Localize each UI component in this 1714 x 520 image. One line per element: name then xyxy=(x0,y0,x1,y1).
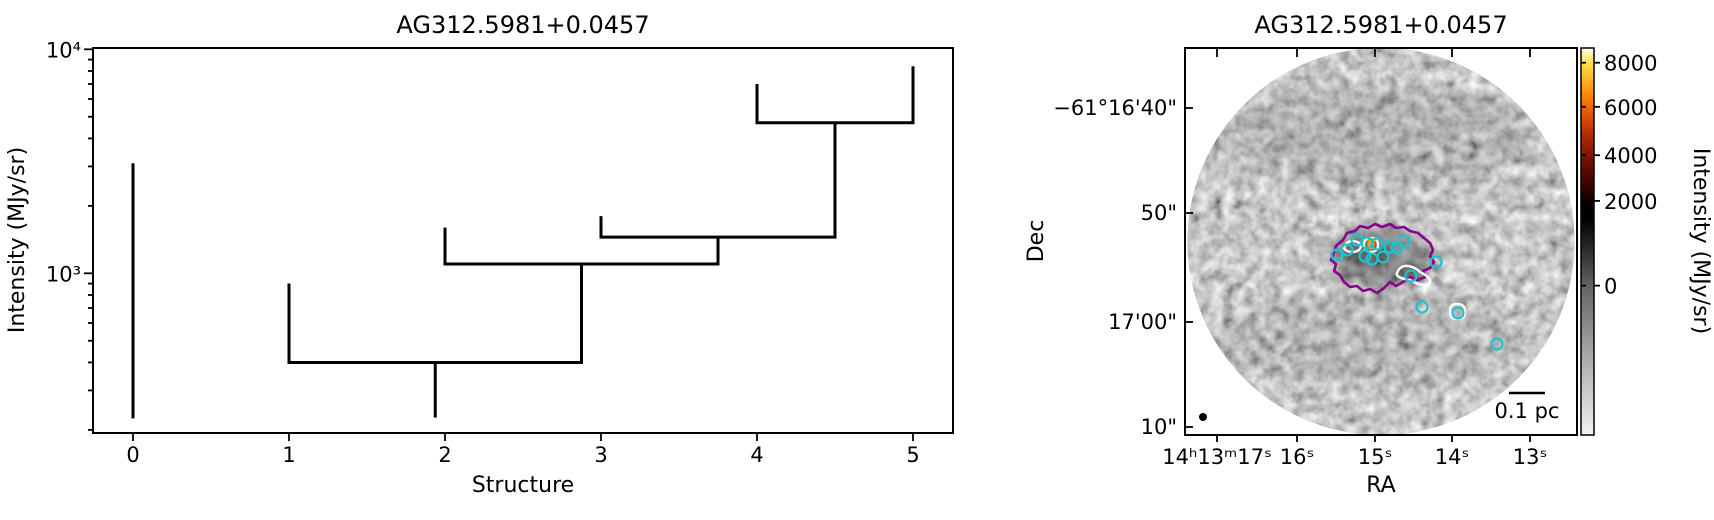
colorbar: 8000 6000 4000 2000 0 Intensity (MJy/sr) xyxy=(1580,47,1713,436)
beam-ellipse xyxy=(1199,413,1207,421)
dark-cloud-band-bottom xyxy=(1220,292,1520,388)
core-contour-d xyxy=(1448,302,1467,321)
right-x-tick-label: 16ˢ xyxy=(1280,445,1315,469)
right-yaxis-label: Dec xyxy=(1024,220,1049,263)
left-x-tick-label: 5 xyxy=(906,443,919,467)
left-y-tick-label: 10⁴ xyxy=(46,38,81,62)
dendrogram-panel: 0 1 2 3 4 5 10³ 10⁴ AG312.5981+0.0457 Structure… xyxy=(5,11,954,498)
right-x-tick-label: 14ˢ xyxy=(1435,445,1470,469)
core-contour-c xyxy=(1395,264,1432,287)
right-xaxis-label: RA xyxy=(1366,473,1395,498)
right-x-tick-label: 13ˢ xyxy=(1513,445,1548,469)
compact-source-marker xyxy=(1370,237,1384,251)
right-y-tick-label: 10" xyxy=(1141,415,1177,439)
compact-source-marker xyxy=(1404,269,1418,283)
colorbar-tick-label: 0 xyxy=(1604,275,1617,299)
compact-source-marker xyxy=(1451,306,1465,320)
sky-image xyxy=(1187,48,1575,435)
right-y-tick-label: 17'00" xyxy=(1108,310,1177,334)
compact-source-marker xyxy=(1376,250,1390,264)
compact-source-marker xyxy=(1415,300,1429,314)
core-contour-a xyxy=(1342,239,1363,254)
dendrogram-lines xyxy=(131,66,915,419)
right-y-tick-label: 50" xyxy=(1141,201,1177,225)
dark-cloud-band-top xyxy=(1226,85,1536,185)
colorbar-label: Intensity (MJy/sr) xyxy=(1688,148,1713,334)
left-x-tick-label: 0 xyxy=(126,443,139,467)
compact-source-marker xyxy=(1340,243,1354,257)
left-axis-ticks: 0 1 2 3 4 5 10³ 10⁴ xyxy=(46,38,920,467)
compact-source-marker xyxy=(1358,249,1372,263)
right-x-tick-label: 15ˢ xyxy=(1358,445,1393,469)
colorbar-tick-label: 4000 xyxy=(1604,144,1657,168)
scalebar-label: 0.1 pc xyxy=(1495,399,1560,423)
left-panel-title: AG312.5981+0.0457 xyxy=(396,11,649,39)
marker-layer xyxy=(1330,233,1504,351)
left-x-tick-label: 4 xyxy=(750,443,763,467)
right-panel-title: AG312.5981+0.0457 xyxy=(1254,11,1507,39)
compact-source-marker xyxy=(1330,248,1344,262)
compact-source-marker xyxy=(1397,234,1411,248)
right-axes-box xyxy=(1184,47,1578,436)
left-axes-box xyxy=(92,47,954,434)
compact-source-marker xyxy=(1429,255,1443,269)
colorbar-ticks: 8000 6000 4000 2000 0 xyxy=(1581,52,1657,299)
sky-map-panel: 0.1 pc 14ʰ13ᵐ17ˢ 16ˢ 15ˢ 14ˢ 13ˢ −61°16'40" 50… xyxy=(1024,11,1578,498)
left-y-tick-label: 10³ xyxy=(46,262,81,286)
left-yaxis-label: Intensity (MJy/sr) xyxy=(5,147,30,333)
left-x-tick-label: 2 xyxy=(438,443,451,467)
compact-source-marker xyxy=(1383,240,1397,254)
compact-source-marker xyxy=(1390,241,1404,255)
colorbar-tick-label: 2000 xyxy=(1604,190,1657,214)
left-x-tick-label: 3 xyxy=(594,443,607,467)
colorbar-tick-label: 6000 xyxy=(1604,96,1657,120)
compact-source-marker xyxy=(1490,337,1504,351)
colorbar-gradient xyxy=(1580,47,1595,436)
clump-contour xyxy=(1329,222,1436,295)
right-axis-ticks: 14ʰ13ᵐ17ˢ 16ˢ 15ˢ 14ˢ 13ˢ −61°16'40" 50" 17'00"… xyxy=(1053,48,1547,469)
left-x-tick-label: 1 xyxy=(282,443,295,467)
colorbar-tick-label: 8000 xyxy=(1604,52,1657,76)
right-x-tick-label: 14ʰ13ᵐ17ˢ xyxy=(1162,445,1272,469)
right-y-tick-label: −61°16'40" xyxy=(1053,96,1177,120)
left-xaxis-label: Structure xyxy=(472,473,574,498)
